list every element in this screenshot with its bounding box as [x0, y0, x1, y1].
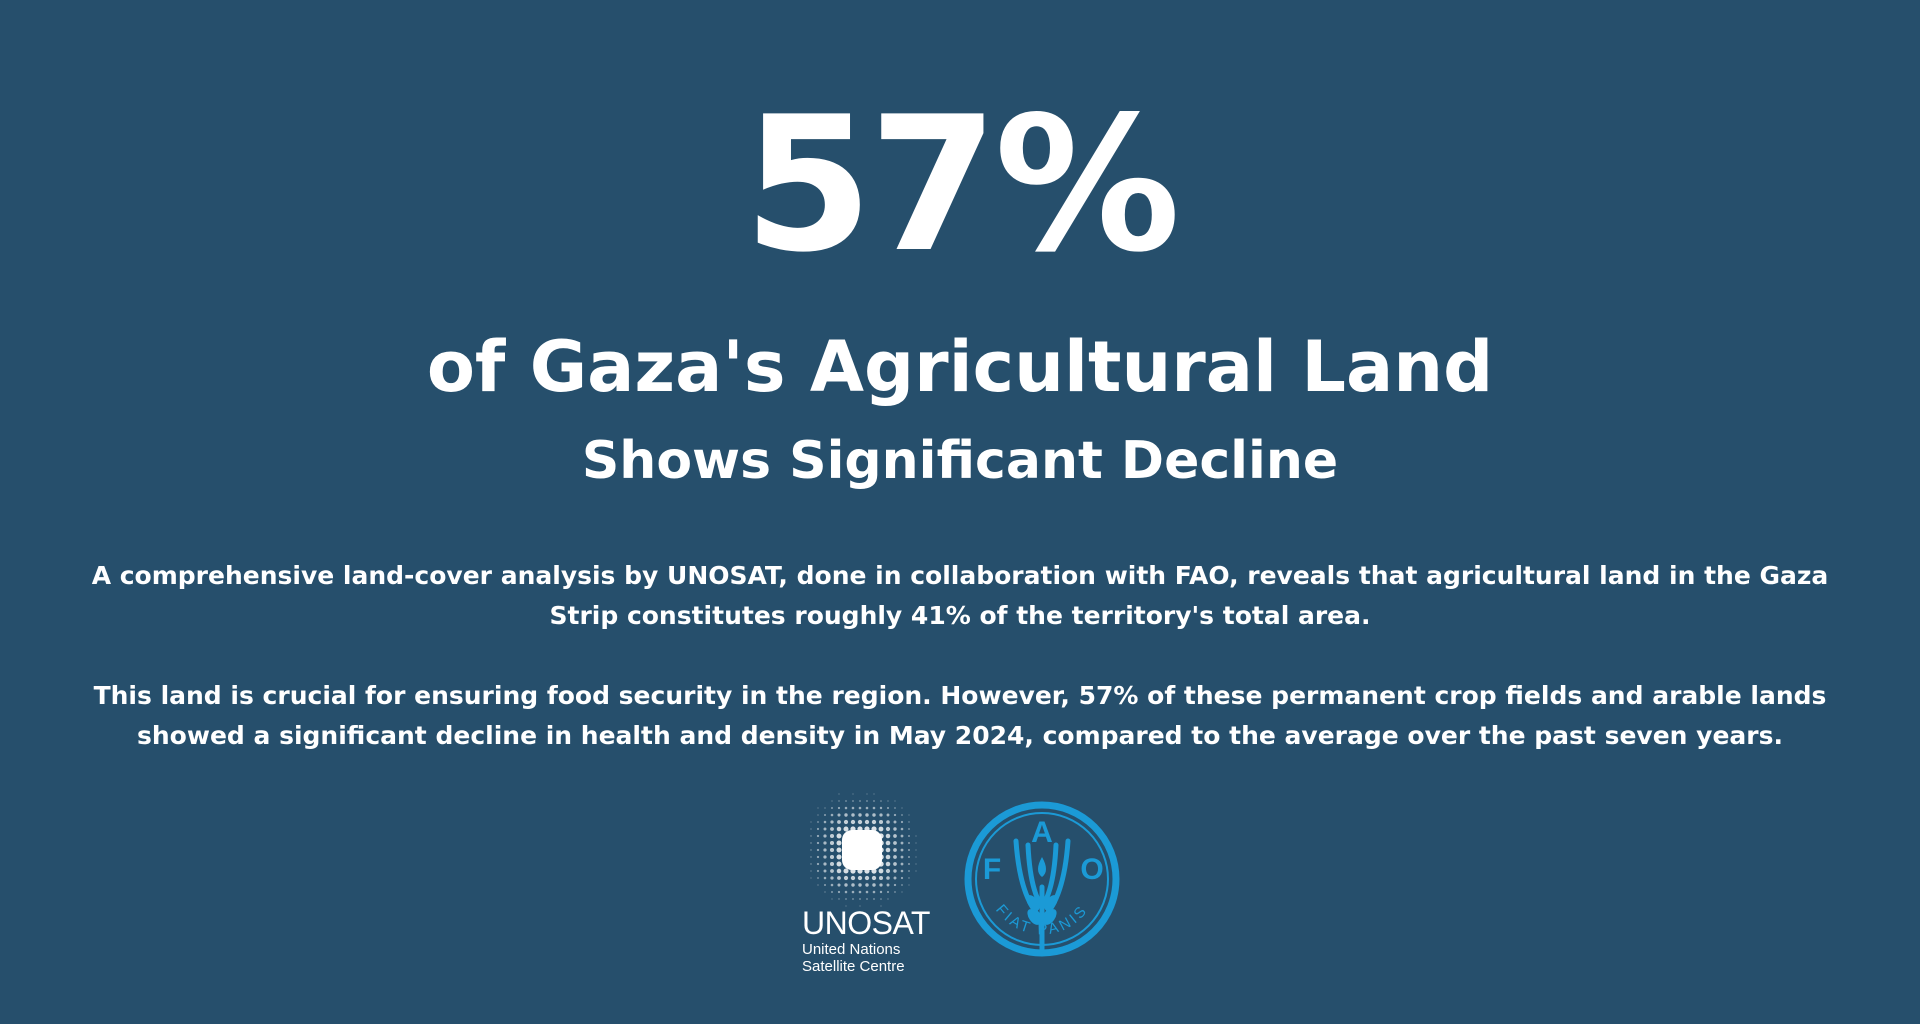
- partner-logos: UNOSAT United Nations Satellite Centre: [0, 785, 1920, 975]
- fao-letter-f: F: [983, 853, 1001, 886]
- unosat-logo: UNOSAT United Nations Satellite Centre: [800, 785, 930, 975]
- unosat-subtitle: United Nations Satellite Centre: [802, 941, 905, 975]
- body-paragraph-2: This land is crucial for ensuring food s…: [93, 681, 1827, 750]
- subheadline: Shows Significant Decline: [581, 431, 1339, 491]
- wheat-grains-icon: [1026, 857, 1058, 925]
- unosat-dot-mark-icon: [810, 793, 917, 907]
- fao-letter-o: O: [1080, 853, 1103, 886]
- unosat-subtitle-line-2: Satellite Centre: [802, 958, 905, 975]
- body-paragraph-1: A comprehensive land-cover analysis by U…: [91, 561, 1829, 630]
- fao-letter-a: A: [1031, 816, 1053, 849]
- headline-statistic: 57%: [743, 76, 1180, 293]
- unosat-wordmark: UNOSAT: [802, 905, 930, 941]
- fao-outer-ring: [964, 801, 1120, 957]
- headline: of Gaza's Agricultural Land: [426, 326, 1494, 408]
- fao-logo: A F O FIAT PANIS: [964, 801, 1120, 957]
- unosat-subtitle-line-1: United Nations: [802, 941, 901, 958]
